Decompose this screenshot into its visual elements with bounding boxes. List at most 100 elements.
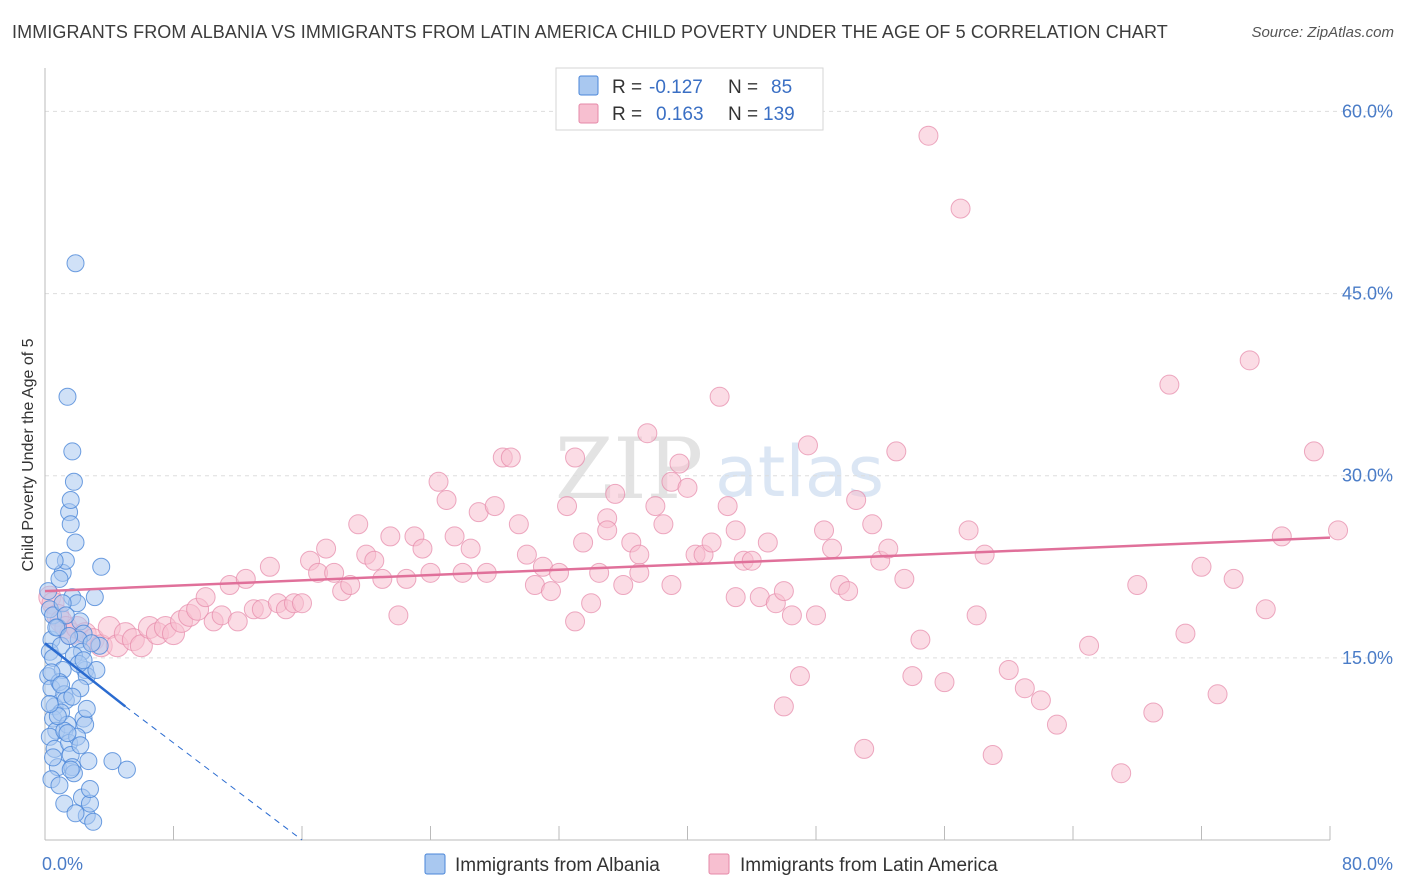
albania-point xyxy=(42,663,61,682)
y-tick-label-2: 45.0% xyxy=(1342,284,1393,304)
latam-point xyxy=(484,496,505,517)
latam-point xyxy=(412,538,433,559)
latam-point xyxy=(645,496,666,517)
latam-trend-line xyxy=(44,536,1331,593)
x-tick-label-0: 0.0% xyxy=(42,854,83,874)
latam-point xyxy=(1255,599,1276,620)
latam-point xyxy=(1014,678,1035,699)
albania-point xyxy=(87,661,106,679)
x-tick-label-1: 80.0% xyxy=(1342,854,1393,874)
bottom-legend-albania-label: Immigrants from Albania xyxy=(455,855,660,876)
latam-point xyxy=(1175,623,1196,644)
latam-point xyxy=(500,447,521,468)
latam-point xyxy=(549,562,569,583)
latam-point xyxy=(789,666,810,687)
latam-point xyxy=(372,568,393,589)
latam-point xyxy=(540,581,561,602)
albania-point xyxy=(92,557,111,576)
legend-latam-r-value: 0.163 xyxy=(656,104,704,125)
latam-point xyxy=(918,125,939,146)
legend-albania-swatch xyxy=(578,75,599,96)
latam-point xyxy=(227,611,248,632)
latam-point xyxy=(701,532,722,553)
latam-point xyxy=(1127,575,1148,595)
latam-point xyxy=(669,453,690,474)
legend-latam-n-value: 139 xyxy=(763,104,795,125)
latam-point xyxy=(717,496,738,517)
latam-point xyxy=(1159,374,1180,395)
latam-point xyxy=(974,544,995,565)
latam-point xyxy=(597,520,618,541)
latam-point xyxy=(444,526,465,547)
latam-point xyxy=(195,587,216,608)
albania-trend-extension xyxy=(125,706,303,841)
latam-point xyxy=(1030,690,1051,711)
y-tick-label-3: 60.0% xyxy=(1342,101,1393,121)
albania-point xyxy=(50,776,69,795)
latam-point xyxy=(814,520,835,541)
albania-point xyxy=(63,687,82,706)
latam-point xyxy=(878,538,899,559)
albania-point xyxy=(50,569,69,588)
chart-title: IMMIGRANTS FROM ALBANIA VS IMMIGRANTS FR… xyxy=(12,22,1168,42)
albania-point xyxy=(74,651,93,670)
bottom-legend: Immigrants from Albania Immigrants from … xyxy=(424,853,998,876)
latam-point xyxy=(998,660,1019,680)
latam-point xyxy=(886,441,907,462)
albania-point xyxy=(40,695,59,713)
latam-point xyxy=(589,562,610,583)
latam-point xyxy=(460,538,481,559)
albania-point xyxy=(61,491,80,509)
latam-point xyxy=(1143,702,1164,723)
y-axis-title: Child Poverty Under the Age of 5 xyxy=(20,338,37,571)
legend-latam-n-label: N = xyxy=(728,104,758,125)
latam-point xyxy=(508,514,529,535)
latam-point xyxy=(388,605,409,626)
latam-point xyxy=(773,696,794,717)
legend-albania-r-value: -0.127 xyxy=(649,77,703,98)
albania-trend-line xyxy=(44,642,127,708)
latam-point xyxy=(781,605,802,626)
latam-point xyxy=(1111,763,1132,784)
latam-point xyxy=(902,666,923,687)
latam-point xyxy=(364,550,385,571)
latam-point xyxy=(235,568,256,589)
latam-point xyxy=(340,575,361,595)
latam-point xyxy=(348,514,369,535)
latam-point xyxy=(725,587,746,608)
latam-point xyxy=(1191,556,1212,577)
latam-point xyxy=(1303,441,1324,462)
albania-point xyxy=(103,752,122,771)
latam-point xyxy=(934,672,955,693)
latam-point xyxy=(565,611,586,632)
latam-point xyxy=(573,532,594,553)
latam-point xyxy=(822,538,843,559)
albania-point xyxy=(52,675,71,694)
albania-point xyxy=(61,515,80,534)
latam-point xyxy=(982,745,1003,765)
latam-point xyxy=(637,423,658,444)
albania-points xyxy=(39,254,136,831)
albania-point xyxy=(45,551,64,570)
y-tick-label-0: 15.0% xyxy=(1342,648,1393,668)
y-tick-labels: 15.0% 30.0% 45.0% 60.0% xyxy=(1342,101,1393,667)
latam-point xyxy=(958,520,979,541)
legend-albania-r-label: R = xyxy=(612,77,642,98)
latam-point xyxy=(806,605,826,626)
albania-point xyxy=(80,780,99,798)
albania-point xyxy=(63,442,82,461)
bottom-legend-latam-swatch xyxy=(708,853,730,875)
bottom-legend-latam-label: Immigrants from Latin America xyxy=(740,855,998,876)
latam-point xyxy=(1328,520,1349,541)
latam-point xyxy=(396,568,417,589)
latam-point xyxy=(966,605,987,626)
latam-point xyxy=(677,477,698,498)
legend-albania-n-label: N = xyxy=(728,77,758,98)
latam-point xyxy=(605,483,626,504)
latam-point xyxy=(725,520,746,541)
albania-point xyxy=(117,760,136,779)
albania-point xyxy=(82,634,101,653)
latam-point xyxy=(259,556,280,577)
albania-point xyxy=(77,699,96,718)
